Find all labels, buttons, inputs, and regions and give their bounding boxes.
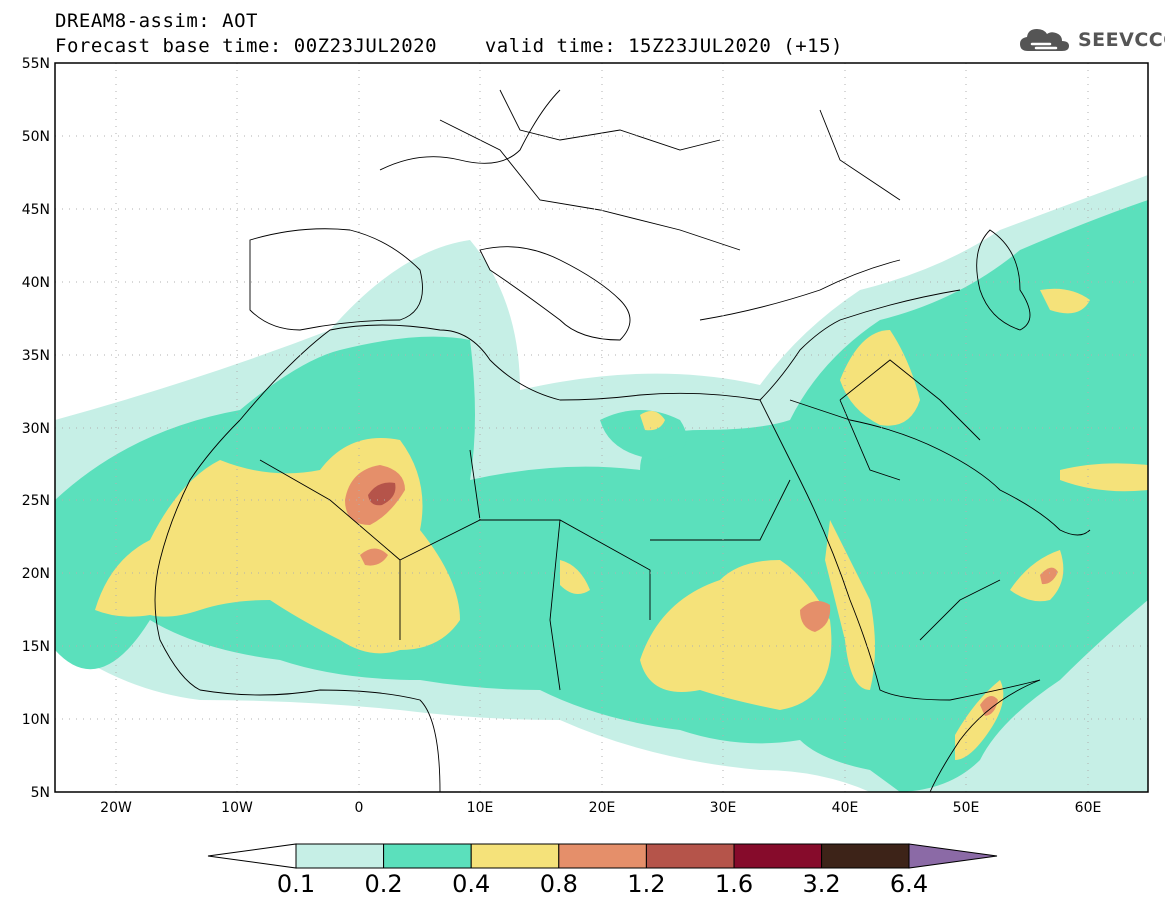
lat-label: 30N — [22, 421, 50, 437]
colorbar-label: 0.4 — [452, 870, 491, 898]
lon-label: 40E — [832, 800, 859, 816]
lon-axis: 20W 10W 0 10E 20E 30E 40E 50E 60E — [100, 800, 1101, 816]
colorbar-label: 6.4 — [889, 870, 929, 898]
cloud-icon — [1020, 29, 1069, 51]
lat-label: 5N — [31, 785, 50, 801]
colorbar — [207, 843, 998, 869]
lat-axis: 55N 50N 45N 40N 35N 30N 25N 20N 15N 10N … — [22, 56, 50, 801]
colorbar-swatch — [733, 843, 823, 869]
lon-label: 0 — [355, 800, 364, 816]
lat-label: 45N — [22, 202, 50, 218]
chart-title: DREAM8-assim: AOT — [55, 10, 258, 32]
aot-band-0.8 — [345, 465, 1058, 716]
lat-label: 55N — [22, 56, 50, 72]
coastlines — [154, 89, 1091, 792]
colorbar-swatch — [383, 843, 472, 869]
lon-label: 60E — [1075, 800, 1102, 816]
colorbar-low-arrow — [207, 843, 297, 869]
lon-label: 50E — [953, 800, 980, 816]
gridlines — [55, 63, 1148, 792]
base-time-label: Forecast base time: 00Z23JUL2020 — [55, 35, 438, 57]
colorbar-label: 1.6 — [714, 870, 754, 898]
logo-text: SEEVCCC — [1078, 29, 1165, 51]
colorbar-swatch — [645, 843, 735, 869]
colorbar-swatch — [470, 843, 560, 869]
map-frame — [54, 62, 1149, 793]
lat-label: 40N — [22, 275, 50, 291]
colorbar-label: 0.8 — [539, 870, 578, 898]
aot-band-1.2 — [368, 482, 396, 506]
lat-label: 25N — [22, 493, 50, 509]
lon-label: 20W — [100, 800, 132, 816]
lon-label: 10E — [467, 800, 494, 816]
lon-label: 20E — [589, 800, 616, 816]
valid-time-label: valid time: 15Z23JUL2020 (+15) — [484, 35, 843, 57]
lat-label: 20N — [22, 566, 50, 582]
colorbar-label: 3.2 — [802, 870, 841, 898]
seevccc-logo: SEEVCCC — [1018, 25, 1165, 55]
colorbar-label: 0.2 — [364, 870, 403, 898]
lat-label: 10N — [22, 712, 50, 728]
lat-label: 35N — [22, 348, 50, 364]
colorbar-swatch — [558, 843, 647, 869]
lat-label: 50N — [22, 129, 50, 145]
lat-label: 15N — [22, 639, 50, 655]
colorbar-label: 1.2 — [627, 870, 666, 898]
forecast-time-line: Forecast base time: 00Z23JUL2020 valid t… — [55, 35, 843, 57]
colorbar-label: 0.1 — [276, 870, 316, 898]
lon-label: 30E — [710, 800, 737, 816]
colorbar-swatch — [821, 843, 910, 869]
colorbar-high-arrow — [908, 843, 998, 869]
lon-label: 10W — [221, 800, 253, 816]
colorbar-swatch — [295, 843, 385, 869]
